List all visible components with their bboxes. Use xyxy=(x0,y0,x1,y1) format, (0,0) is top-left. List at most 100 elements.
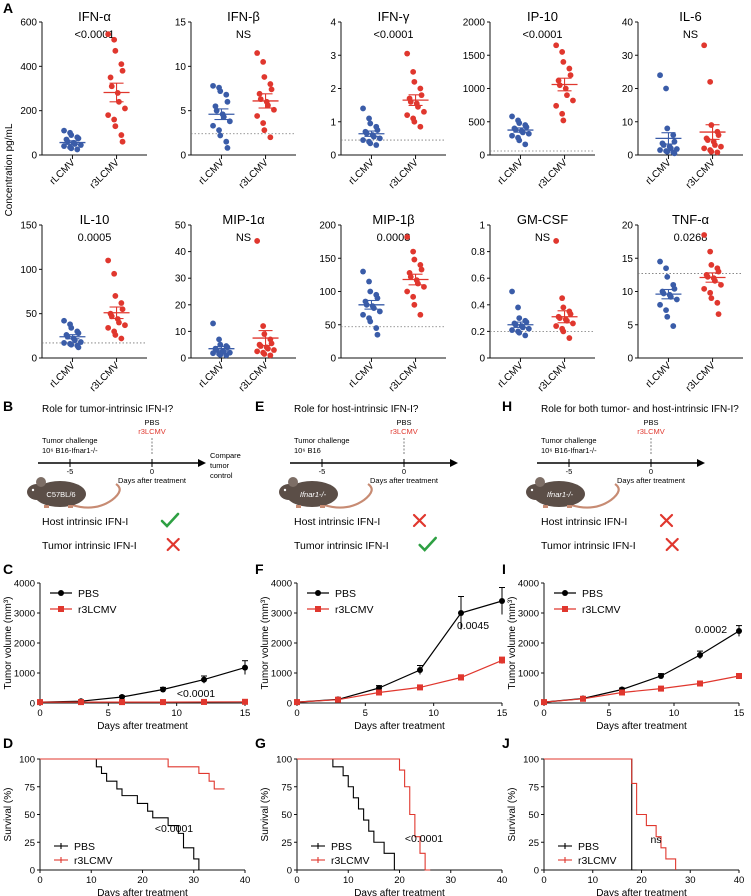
y-tick-label: 50 xyxy=(26,309,38,320)
y-tick-label: 0 xyxy=(479,354,485,365)
timeline-arrowhead xyxy=(697,459,705,467)
data-point xyxy=(201,698,207,705)
stat-label: <0.0001 xyxy=(155,823,193,835)
legend-label: r3LCMV xyxy=(582,604,621,616)
data-point xyxy=(254,50,261,56)
data-point xyxy=(559,49,566,55)
data-point xyxy=(509,327,515,333)
y-tick-label: 50 xyxy=(281,810,292,821)
data-point xyxy=(560,59,567,65)
x-tick-label: 10 xyxy=(428,708,439,719)
treatment-label: PBS xyxy=(144,418,159,427)
x-tick-label: 20 xyxy=(394,875,405,886)
data-point xyxy=(107,74,114,81)
schematic-H: Role for both tumor- and host-intrinsic … xyxy=(526,404,739,552)
panel-label-e: E xyxy=(255,398,264,414)
data-point xyxy=(697,652,703,658)
y-tick-label: 2000 xyxy=(463,18,486,29)
treatment-label: PBS xyxy=(643,418,658,427)
y-tick-label: 15 xyxy=(175,18,187,29)
mouse-tail xyxy=(323,483,373,509)
y-tick-label: 1 xyxy=(479,221,485,232)
survival-plot-surv_d: 0 25 50 75 100 0 10 20 30 40 Days after treatment S… xyxy=(3,755,250,896)
data-point xyxy=(112,332,119,338)
data-point xyxy=(212,103,219,110)
y-axis-label: Survival (%) xyxy=(507,788,518,842)
survival-line xyxy=(544,758,677,870)
y-tick-label: 0 xyxy=(534,699,539,710)
y-tick-label: 50 xyxy=(528,810,539,821)
data-point xyxy=(663,307,669,314)
data-point xyxy=(160,699,166,706)
conclusion-label: Tumor intrinsic IFN-I xyxy=(42,540,137,552)
cytokine-plot-ifna: 0 200 400 600 IFN-α <0.0001 rLCMV r3LCMV xyxy=(20,9,147,191)
mouse-eye xyxy=(31,488,35,492)
data-point xyxy=(404,50,411,57)
x-tick-label: 15 xyxy=(497,708,508,719)
data-point xyxy=(658,673,664,679)
data-point xyxy=(75,344,82,351)
y-tick-label: 200 xyxy=(319,221,336,232)
survival-line xyxy=(297,758,400,871)
tick-label: -5 xyxy=(319,467,326,476)
x-tick-label: rLCMV xyxy=(197,360,227,390)
stat-label: <0.0001 xyxy=(373,29,413,41)
y-tick-label: 3 xyxy=(330,51,336,62)
x-tick-label: 40 xyxy=(734,875,745,886)
axis-label: Days after treatment xyxy=(118,476,187,485)
data-point xyxy=(417,262,424,268)
data-point xyxy=(216,127,222,134)
challenge-detail: 10⁶ B16 xyxy=(294,446,321,455)
y-tick-label: 1000 xyxy=(518,669,539,680)
data-point xyxy=(254,238,261,244)
data-point xyxy=(265,345,271,352)
data-point xyxy=(374,331,381,338)
data-point xyxy=(267,134,274,141)
x-tick-label: 40 xyxy=(497,875,508,886)
end-label: control xyxy=(210,471,233,480)
data-point xyxy=(411,118,418,125)
mouse-tail xyxy=(570,483,620,509)
mouse-head xyxy=(526,484,546,500)
y-tick-label: 0 xyxy=(627,151,633,162)
x-tick-label: r3LCMV xyxy=(684,360,718,394)
data-point xyxy=(223,91,230,98)
data-point xyxy=(671,285,678,292)
data-point xyxy=(516,329,523,336)
cytokine-plot-il6: 0 10 20 30 40 IL-6 NS rLCMV r3LCMV xyxy=(622,9,743,191)
data-point xyxy=(404,234,411,240)
data-point xyxy=(580,695,586,702)
check-icon xyxy=(160,512,180,528)
data-point xyxy=(374,127,381,133)
y-axis-label: Tumor volume (mm³) xyxy=(260,597,271,690)
x-axis-label: Days after treatment xyxy=(354,721,445,732)
data-point xyxy=(122,105,128,112)
data-point xyxy=(223,352,230,359)
conclusion-label: Tumor intrinsic IFN-I xyxy=(294,540,389,552)
stat-label: 0.0045 xyxy=(457,620,489,632)
mouse-foot xyxy=(543,505,548,508)
data-point xyxy=(707,289,714,296)
data-point xyxy=(111,36,118,43)
x-axis-label: Days after treatment xyxy=(97,721,188,732)
data-point xyxy=(108,313,115,320)
data-point xyxy=(68,145,75,152)
y-tick-label: 5 xyxy=(180,106,186,117)
x-tick-label: r3LCMV xyxy=(88,157,122,191)
panel-label-g: G xyxy=(255,735,266,751)
data-point xyxy=(68,341,75,348)
mouse-icon: C57BL/6 xyxy=(27,477,121,509)
data-point xyxy=(671,150,678,157)
stat-label: NS xyxy=(236,29,251,41)
x-axis-label: Days after treatment xyxy=(97,888,188,896)
y-tick-label: 4000 xyxy=(271,579,292,590)
data-point xyxy=(210,350,216,357)
legend-label: r3LCMV xyxy=(78,604,117,616)
y-axis-label: Tumor volume (mm³) xyxy=(3,597,14,690)
data-point xyxy=(254,348,261,355)
tick-label: 0 xyxy=(649,467,653,476)
y-tick-label: 15 xyxy=(622,254,634,265)
data-point xyxy=(567,72,574,79)
y-tick-label: 50 xyxy=(175,221,187,232)
